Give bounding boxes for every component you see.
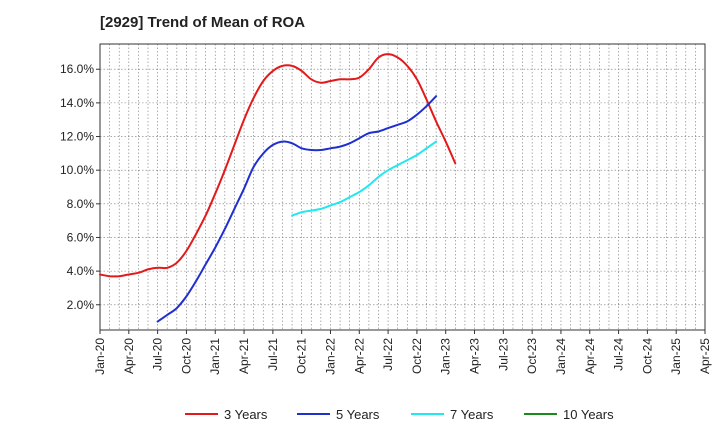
y-tick-label: 6.0%	[67, 230, 95, 244]
series-lines	[99, 53, 457, 323]
x-tick-label: Jan-20	[93, 338, 107, 375]
plot-frame	[99, 43, 706, 331]
x-tick-label: Oct-24	[640, 338, 654, 374]
x-tick-label: Jan-24	[554, 338, 568, 375]
series-line-3-years	[99, 53, 457, 278]
x-axis: Jan-20 Apr-20 Jul-20 Oct-20 Jan-21 Apr-21 Jul-…	[93, 330, 712, 375]
legend-label-5-years: 5 Years	[336, 407, 380, 422]
x-tick-label: Apr-22	[352, 338, 366, 374]
x-tick-label: Jan-21	[208, 338, 222, 375]
series-line-5-years	[156, 95, 438, 323]
y-tick-label: 8.0%	[67, 197, 95, 211]
y-tick-label: 4.0%	[67, 264, 95, 278]
x-tick-label: Jan-22	[323, 338, 337, 375]
x-tick-label: Oct-21	[295, 338, 309, 374]
x-tick-label: Oct-22	[410, 338, 424, 374]
y-tick-label: 12.0%	[60, 130, 94, 144]
x-tick-label: Oct-23	[525, 338, 539, 374]
x-tick-label: Apr-25	[698, 338, 712, 374]
x-tick-label: Apr-24	[583, 338, 597, 374]
y-tick-label: 10.0%	[60, 163, 94, 177]
series-line-7-years	[291, 140, 438, 217]
x-tick-label: Apr-23	[468, 338, 482, 374]
legend-label-10-years: 10 Years	[563, 407, 614, 422]
x-tick-label: Jul-21	[266, 338, 280, 371]
legend-label-3-years: 3 Years	[224, 407, 268, 422]
x-tick-label: Jan-25	[669, 338, 683, 375]
legend: 3 Years 5 Years 7 Years 10 Years	[185, 407, 614, 422]
x-tick-label: Apr-21	[237, 338, 251, 374]
grid	[100, 44, 705, 330]
x-tick-label: Jul-20	[151, 338, 165, 371]
x-tick-label: Jul-24	[612, 338, 626, 371]
x-tick-label: Apr-20	[122, 338, 136, 374]
x-tick-label: Jul-23	[496, 338, 510, 371]
chart-title: [2929] Trend of Mean of ROA	[100, 14, 306, 31]
x-tick-label: Oct-20	[179, 338, 193, 374]
x-tick-label: Jan-23	[439, 338, 453, 375]
y-tick-label: 14.0%	[60, 96, 94, 110]
y-tick-label: 2.0%	[67, 298, 95, 312]
y-tick-label: 16.0%	[60, 62, 94, 76]
legend-label-7-years: 7 Years	[450, 407, 494, 422]
x-tick-label: Jul-22	[381, 338, 395, 371]
y-axis: 2.0% 4.0% 6.0% 8.0% 10.0% 12.0% 14.0% 16.0%	[60, 62, 100, 312]
